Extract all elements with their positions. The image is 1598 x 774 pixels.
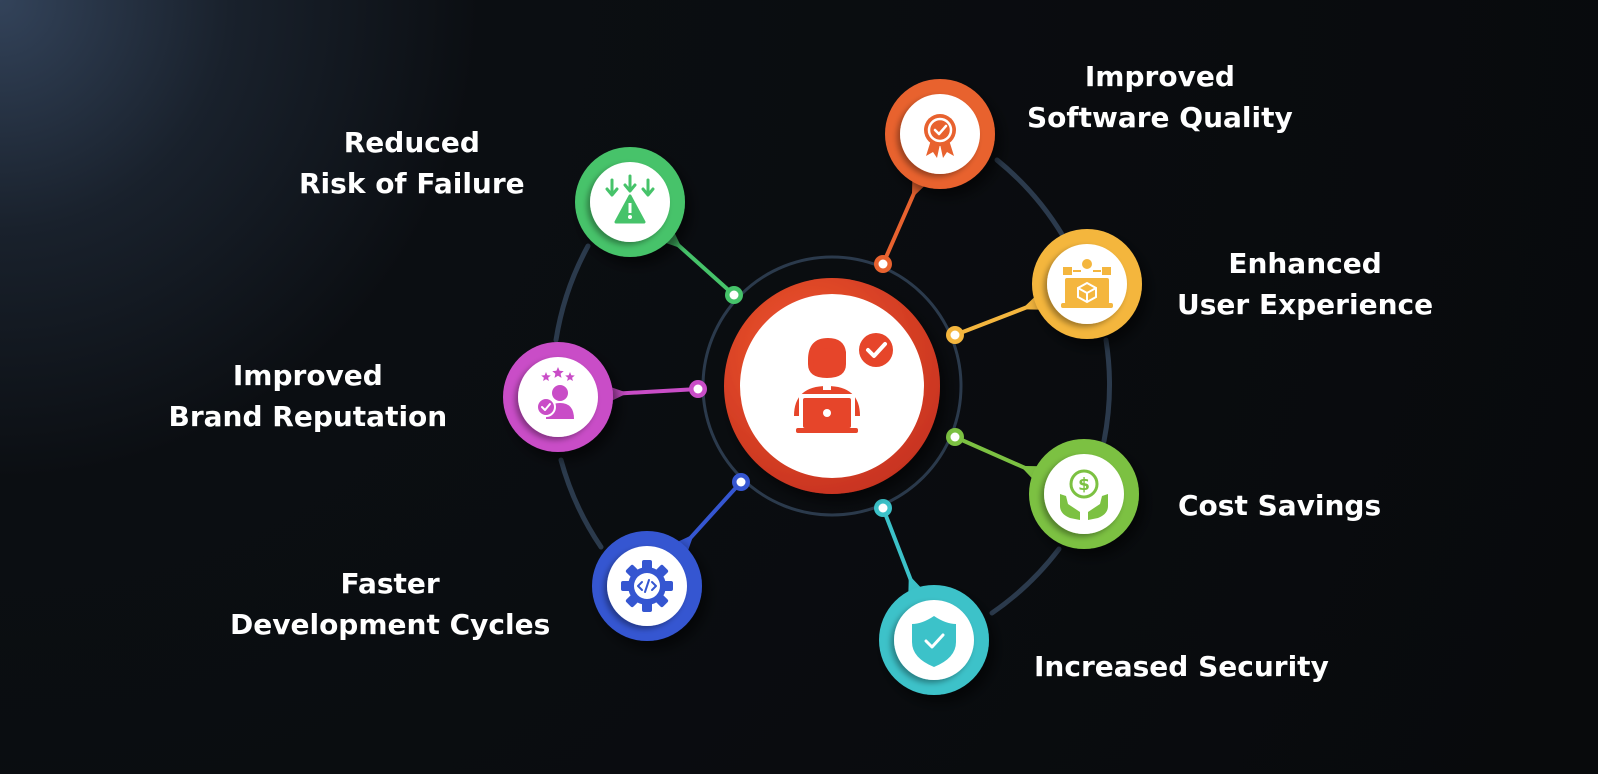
- node-increased-security: [879, 574, 989, 695]
- hands-dollar-coin-icon: $: [1060, 469, 1108, 520]
- label-line: Enhanced: [1228, 247, 1382, 280]
- label-increased-security: Increased Security: [1034, 646, 1329, 687]
- label-line: Cost Savings: [1178, 489, 1382, 522]
- label-line: Improved: [232, 359, 383, 392]
- label-improved-software-quality: Improved Software Quality: [1027, 56, 1293, 138]
- label-line: Risk of Failure: [299, 167, 525, 200]
- outer-arc-right-upper: [994, 157, 1066, 239]
- label-line: Increased Security: [1034, 650, 1329, 683]
- label-cost-savings: Cost Savings: [1178, 485, 1381, 526]
- label-line: User Experience: [1177, 288, 1434, 321]
- node-enhanced-user-experience: [1021, 229, 1142, 339]
- label-line: Improved: [1084, 60, 1235, 93]
- svg-text:$: $: [1078, 475, 1090, 495]
- shield-check-icon: [912, 616, 956, 667]
- user-rating-stars-icon: [536, 367, 575, 419]
- label-enhanced-user-experience: Enhanced User Experience: [1177, 243, 1433, 325]
- developer-laptop-checkmark-icon: [794, 333, 893, 433]
- label-faster-development-cycles: Faster Development Cycles: [230, 563, 550, 645]
- node-improved-software-quality: [885, 79, 995, 199]
- label-line: Brand Reputation: [168, 400, 448, 433]
- node-faster-development-cycles: [592, 531, 702, 641]
- warning-arrows-icon: [605, 174, 655, 224]
- award-badge-icon: [924, 114, 956, 158]
- node-improved-brand-reputation: [503, 342, 628, 452]
- label-line: Development Cycles: [230, 608, 551, 641]
- label-line: Reduced: [343, 126, 480, 159]
- label-line: Faster: [340, 567, 440, 600]
- label-improved-brand-reputation: Improved Brand Reputation: [169, 355, 448, 437]
- laptop-box-icon: [1061, 259, 1113, 308]
- center-hub: [724, 278, 940, 494]
- node-cost-savings: $: [1020, 439, 1139, 549]
- outer-arc-right-middle: [1101, 337, 1112, 444]
- label-line: Software Quality: [1027, 101, 1293, 134]
- outer-arc-left-upper: [553, 243, 591, 343]
- outer-arc-right-lower: [989, 546, 1062, 616]
- label-reduced-risk-of-failure: Reduced Risk of Failure: [299, 122, 525, 204]
- node-reduced-risk-of-failure: [575, 147, 685, 257]
- gear-code-icon: [621, 560, 673, 612]
- outer-arc-left-lower: [558, 457, 604, 550]
